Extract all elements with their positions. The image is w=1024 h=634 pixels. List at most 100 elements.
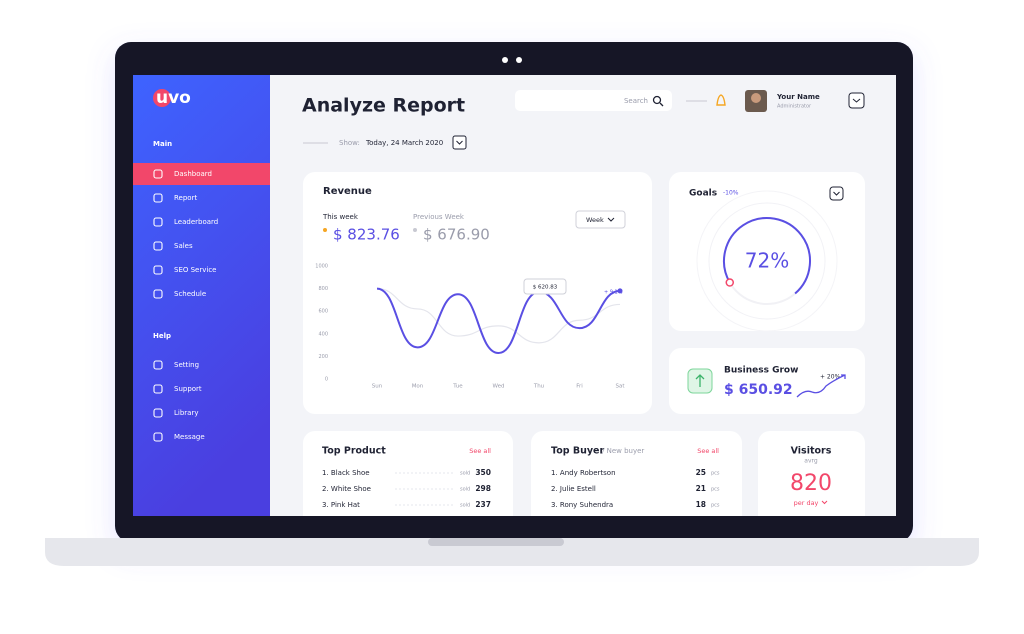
- see-all[interactable]: See all: [469, 447, 491, 455]
- menu-icon: [153, 169, 163, 179]
- screen: uvo Main Dashboard Report Leaderboard Sales S…: [133, 75, 896, 516]
- card-title: Top Buyer: [551, 446, 604, 457]
- menu-item[interactable]: Schedule: [174, 290, 206, 298]
- chevron: [833, 191, 840, 196]
- active-highlight: [133, 163, 270, 185]
- menu-section: Main: [153, 140, 172, 148]
- card-title: Top Product: [322, 446, 386, 457]
- menu-item[interactable]: Dashboard: [174, 170, 212, 178]
- dot: [413, 228, 417, 232]
- product-name: 3. Pink Hat: [322, 501, 360, 509]
- revenue-line: [376, 287, 621, 355]
- card-subtitle: avrg: [804, 458, 818, 465]
- y-tick-label: 600: [318, 309, 328, 315]
- buyer-unit: pcs: [711, 503, 720, 509]
- goals-dropdown[interactable]: [829, 186, 844, 201]
- buyer-value: 18: [696, 500, 706, 509]
- x-tick-label: Sun: [372, 384, 383, 390]
- menu-icon: [153, 265, 163, 275]
- period-select[interactable]: [575, 210, 626, 229]
- buyer-name: 2. Julie Estell: [551, 485, 596, 493]
- menu-icon: [153, 408, 163, 418]
- y-tick-label: 0: [325, 377, 328, 383]
- visitors-unit: per day: [794, 499, 819, 507]
- product-unit: sold: [460, 487, 470, 493]
- x-tick-label: Sat: [615, 384, 625, 390]
- menu-icon: [153, 289, 163, 299]
- chevron: [821, 500, 828, 505]
- x-tick-label: Tue: [452, 384, 463, 390]
- gauge-start: [725, 278, 735, 287]
- buyer-name: 3. Rony Suhendra: [551, 501, 613, 509]
- page-title: Analyze Report: [302, 95, 465, 117]
- label: This week: [322, 213, 359, 221]
- visitors-card: [758, 431, 865, 516]
- menu-icon: [153, 360, 163, 370]
- annotation: + 9.1%: [604, 290, 623, 296]
- x-tick-label: Mon: [412, 384, 424, 390]
- menu: Main Dashboard Report Leaderboard Sales SEO S…: [133, 140, 270, 442]
- card-title: Revenue: [323, 186, 372, 197]
- buyer-unit: pcs: [711, 471, 720, 477]
- y-tick-label: 1000: [315, 264, 328, 270]
- logo: uvo: [156, 88, 191, 108]
- user-role: Administrator: [777, 104, 812, 110]
- tooltip-box: [523, 278, 567, 295]
- top-buyer-card: [531, 431, 742, 516]
- logo-badge: [153, 89, 171, 107]
- menu-item[interactable]: SEO Service: [174, 266, 216, 274]
- chevron: [607, 217, 615, 222]
- search-box[interactable]: [515, 90, 672, 111]
- revenue-card: [303, 172, 652, 414]
- product-name: 2. White Shoe: [322, 485, 371, 493]
- menu-item[interactable]: Sales: [174, 242, 193, 250]
- amount: $ 650.92: [724, 382, 793, 398]
- y-tick-label: 800: [318, 286, 328, 292]
- revenue-chart: 0 200 400 600 800 1000 Sun Mon Tue Wed Thu Fri Sat $ …: [315, 264, 625, 390]
- end-point: [617, 288, 623, 294]
- ring: [696, 190, 838, 332]
- search-icon: [652, 95, 662, 105]
- date-dropdown[interactable]: [452, 135, 467, 150]
- camera: [516, 57, 522, 63]
- arrow: [695, 374, 705, 387]
- gauge: [723, 217, 811, 305]
- menu-item[interactable]: Support: [174, 385, 202, 393]
- x-tick-label: Wed: [493, 384, 505, 390]
- goal-value: 72%: [745, 249, 789, 273]
- buyer-unit: pcs: [711, 487, 720, 493]
- product-unit: sold: [460, 471, 470, 477]
- table-rows: 1. Black Shoe sold 350 2. White Shoe sold 298…: [322, 468, 720, 509]
- revenue-line: [376, 288, 621, 344]
- avatar-face: [751, 93, 761, 103]
- menu-item[interactable]: Library: [174, 409, 198, 417]
- menu-item[interactable]: Leaderboard: [174, 218, 218, 226]
- user-dropdown[interactable]: [848, 92, 865, 109]
- camera: [502, 57, 508, 63]
- laptop-notch: [428, 538, 564, 546]
- menu-item[interactable]: Setting: [174, 361, 199, 369]
- product-value: 237: [475, 500, 491, 509]
- product-name: 1. Black Shoe: [322, 469, 370, 477]
- gauge-arc: [723, 217, 811, 295]
- y-tick-label: 400: [318, 331, 328, 337]
- change: -10%: [723, 190, 739, 197]
- menu-item[interactable]: Message: [174, 433, 205, 441]
- card-subtitle: / New buyer: [602, 447, 644, 455]
- menu-item[interactable]: Report: [174, 194, 197, 202]
- x-tick-label: Thu: [533, 384, 544, 390]
- buyer-value: 25: [696, 468, 706, 477]
- amount: $ 823.76: [333, 226, 400, 244]
- menu-icon: [153, 217, 163, 227]
- search-placeholder: Search: [624, 97, 648, 105]
- x-tick-label: Fri: [576, 384, 583, 390]
- buyer-value: 21: [696, 484, 706, 493]
- visitors-value: 820: [790, 471, 832, 496]
- menu-section: Help: [153, 332, 171, 340]
- show-label: Show:: [339, 139, 360, 147]
- see-all[interactable]: See all: [697, 447, 719, 455]
- chevron: [456, 140, 463, 145]
- menu-icon: [153, 193, 163, 203]
- menu-icon: [153, 384, 163, 394]
- bell-icon[interactable]: [716, 94, 726, 106]
